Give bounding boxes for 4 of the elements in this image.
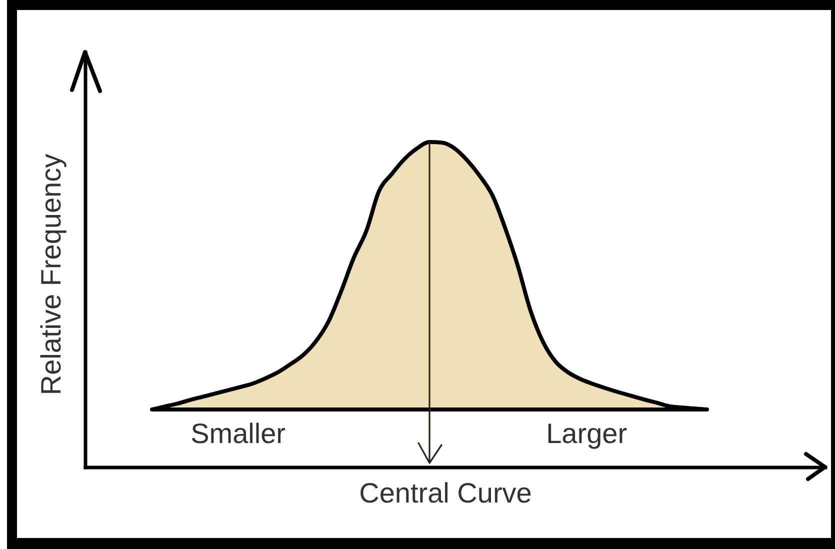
- x-axis-title: Central Curve: [359, 478, 532, 508]
- annotation: Larger: [546, 418, 628, 449]
- annotation: Smaller: [190, 418, 286, 449]
- y-axis-title: Relative Frequency: [36, 154, 66, 396]
